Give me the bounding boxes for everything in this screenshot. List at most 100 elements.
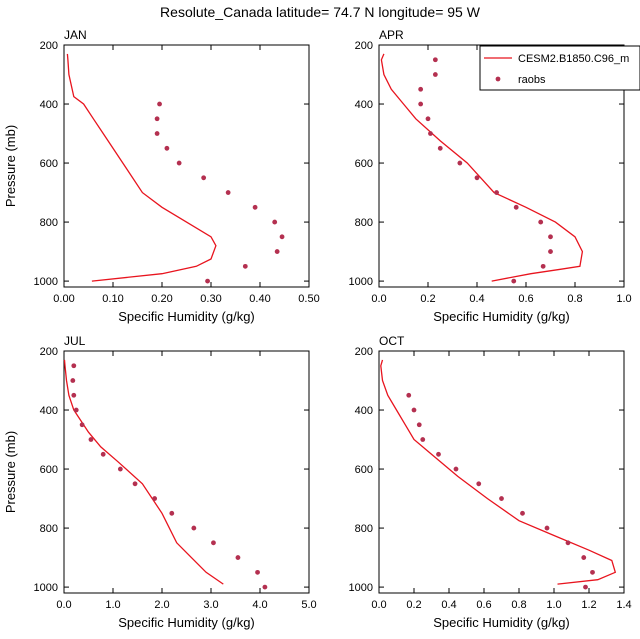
y-axis-label: Pressure (mb) xyxy=(3,431,18,513)
x-tick-label: 0.0 xyxy=(56,599,71,611)
raob-point xyxy=(132,481,138,487)
raob-point xyxy=(272,219,278,225)
x-tick-label: 0.50 xyxy=(298,293,319,305)
x-tick-label: 0.8 xyxy=(567,293,582,305)
raob-point xyxy=(157,101,162,107)
raob-point xyxy=(411,407,417,413)
x-tick-label: 0.2 xyxy=(420,293,435,305)
raob-point xyxy=(540,263,546,269)
x-axis-label: Specific Humidity (g/kg) xyxy=(118,615,255,630)
panel-frame-oct xyxy=(378,350,625,594)
panel-frame-jul xyxy=(63,350,310,594)
y-tick-label: 200 xyxy=(355,40,373,52)
raob-point xyxy=(201,175,207,181)
y-tick-label: 200 xyxy=(40,40,58,52)
raob-point xyxy=(406,392,412,398)
x-tick-label: 1.0 xyxy=(546,599,561,611)
panels-group: JAN 0.00 0.10 0.20 0.30 0.40 0.50 200 400 600 800 1… xyxy=(3,28,632,630)
x-tick-label: 1.0 xyxy=(105,599,120,611)
raob-point xyxy=(432,57,438,63)
raob-point xyxy=(262,584,268,590)
y-tick-label: 400 xyxy=(355,405,373,417)
raob-point xyxy=(418,101,424,107)
raob-point xyxy=(453,466,459,472)
raob-point xyxy=(71,363,77,369)
raob-point xyxy=(548,234,553,240)
raob-point xyxy=(274,249,280,254)
raob-point xyxy=(544,525,550,531)
raob-point xyxy=(154,116,160,122)
panel-frame-apr xyxy=(378,44,625,288)
raob-point xyxy=(437,145,443,151)
y-axis-label: Pressure (mb) xyxy=(3,125,18,207)
x-tick-label: 0.6 xyxy=(476,599,491,611)
legend-obs-label: raobs xyxy=(518,74,546,86)
x-tick-label: 0.0 xyxy=(371,599,386,611)
raob-point xyxy=(79,422,85,428)
legend-box xyxy=(479,45,640,91)
x-tick-label: 4.0 xyxy=(252,599,267,611)
raob-point xyxy=(432,72,438,77)
model-profile-line xyxy=(66,53,217,282)
y-tick-label: 800 xyxy=(355,523,373,535)
raob-point xyxy=(176,160,182,166)
x-tick-label: 0.00 xyxy=(53,293,74,305)
raob-point xyxy=(590,569,595,575)
x-tick-label: 1.2 xyxy=(581,599,596,611)
raob-point xyxy=(420,437,426,442)
panel-title-jan: JAN xyxy=(64,28,87,42)
y-tick-label: 1000 xyxy=(34,276,58,288)
y-tick-label: 800 xyxy=(40,217,58,229)
y-tick-label: 800 xyxy=(355,217,373,229)
y-tick-label: 200 xyxy=(355,346,373,358)
raob-point xyxy=(154,131,160,136)
raob-point xyxy=(73,407,79,413)
y-tick-label: 1000 xyxy=(349,582,373,594)
raob-point xyxy=(511,278,517,284)
y-tick-label: 600 xyxy=(40,464,58,476)
x-tick-label: 0.4 xyxy=(469,293,484,305)
raob-point xyxy=(169,510,175,516)
legend-dot-swatch xyxy=(495,76,501,82)
raob-point xyxy=(499,496,504,501)
raob-point xyxy=(428,131,433,136)
x-tick-label: 0.20 xyxy=(151,293,172,305)
y-tick-label: 400 xyxy=(355,99,373,111)
raob-point xyxy=(425,116,431,122)
x-axis-label: Specific Humidity (g/kg) xyxy=(433,309,570,324)
raob-point xyxy=(416,422,422,428)
y-tick-label: 200 xyxy=(40,346,58,358)
raob-point xyxy=(252,204,258,210)
x-axis-label: Specific Humidity (g/kg) xyxy=(118,309,255,324)
raob-point xyxy=(205,278,210,284)
legend: CESM2.B1850.C96_m raobs xyxy=(479,45,640,91)
raob-point xyxy=(164,145,170,151)
panel-apr: APR 0.0 0.2 0.4 0.6 0.8 1.0 200 400 600 800 1000 Spe… xyxy=(349,28,632,324)
figure-title: Resolute_Canada latitude= 74.7 N longitu… xyxy=(160,4,481,20)
x-tick-label: 0.10 xyxy=(102,293,123,305)
raob-point xyxy=(474,175,480,181)
model-profile-line xyxy=(380,359,617,585)
raob-point xyxy=(476,481,482,487)
raob-point xyxy=(583,584,588,590)
raob-point xyxy=(418,86,424,92)
raob-point xyxy=(191,525,197,531)
y-tick-label: 600 xyxy=(355,464,373,476)
raob-point xyxy=(100,451,106,457)
raob-point xyxy=(565,540,571,546)
panel-title-apr: APR xyxy=(379,28,404,42)
raob-point xyxy=(494,190,499,195)
raob-point xyxy=(279,234,285,240)
y-tick-label: 800 xyxy=(40,523,58,535)
raob-point xyxy=(242,263,248,269)
y-tick-label: 400 xyxy=(40,99,58,111)
raob-point xyxy=(548,249,553,254)
raob-point xyxy=(88,437,94,442)
model-profile-line xyxy=(380,53,584,282)
legend-model-label: CESM2.B1850.C96_m xyxy=(518,53,629,65)
x-tick-label: 0.8 xyxy=(511,599,526,611)
panel-jul: JUL 0.0 1.0 2.0 3.0 4.0 5.0 200 400 600 800 1000 Spe… xyxy=(3,334,317,630)
raob-point xyxy=(513,204,519,210)
y-tick-label: 1000 xyxy=(349,276,373,288)
raob-point xyxy=(538,219,544,225)
